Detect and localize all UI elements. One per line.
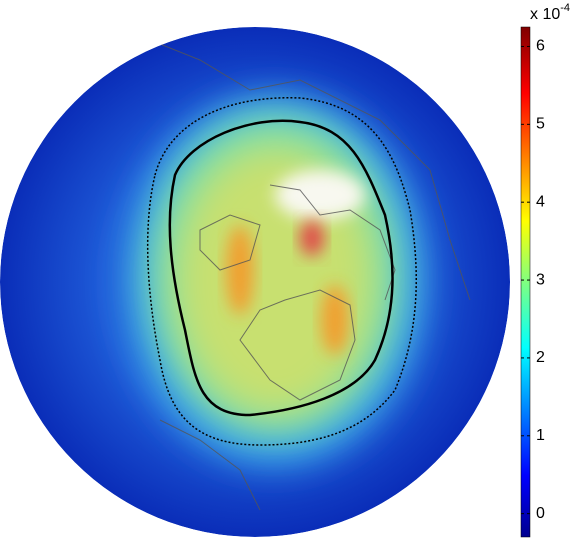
coastlines <box>119 39 471 511</box>
colorbar-multiplier: x 10-4 <box>530 2 570 23</box>
colorbar-tick-label: 6 <box>536 38 545 55</box>
multiplier-base: x 10 <box>530 6 560 23</box>
colorbar <box>520 26 531 538</box>
colorbar-tick-label: 2 <box>536 349 545 366</box>
globe <box>0 27 510 537</box>
colorbar-tick-label: 4 <box>536 193 545 210</box>
colorbar-tick-label: 5 <box>536 116 545 133</box>
colorbar-tick-label: 1 <box>536 427 545 444</box>
contour-dotted <box>146 97 417 446</box>
multiplier-exponent: -4 <box>560 2 570 14</box>
colorbar-tick-label: 3 <box>536 271 545 288</box>
colorbar-tick-label: 0 <box>536 505 545 522</box>
contour-solid <box>168 119 394 417</box>
